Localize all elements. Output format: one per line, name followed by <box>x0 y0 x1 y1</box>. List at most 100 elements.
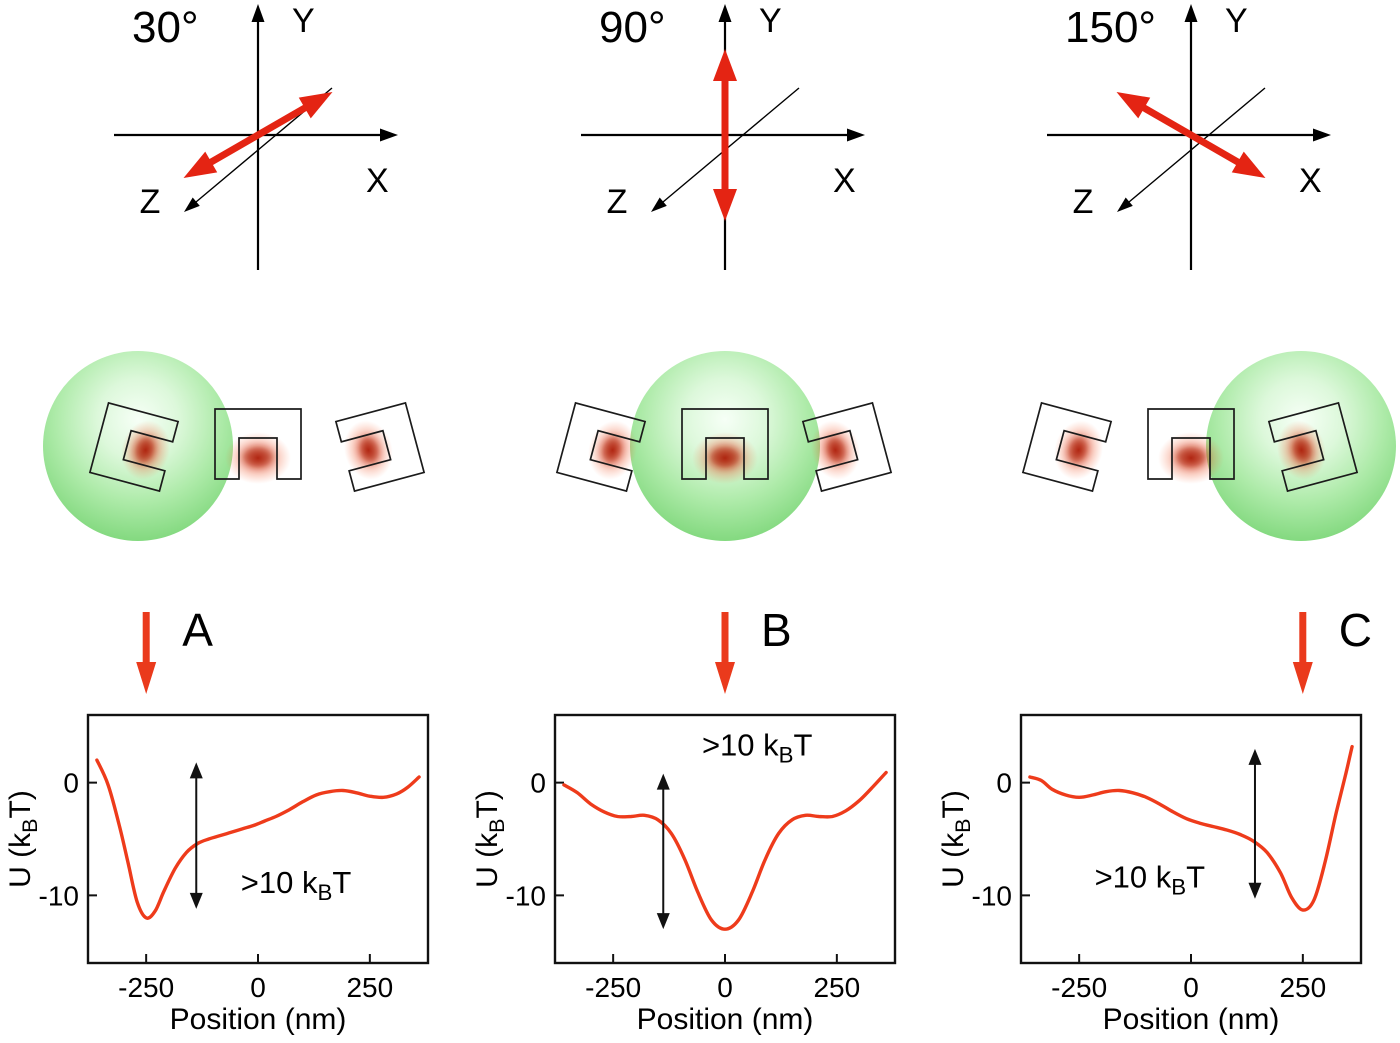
chart-xlabel: Position (nm) <box>1103 1003 1280 1036</box>
aperture-outline <box>1021 401 1113 493</box>
aperture-left <box>555 401 647 493</box>
x-tick-label: -250 <box>585 972 641 1003</box>
field-glow-core <box>827 437 846 463</box>
aperture-outline <box>801 401 893 493</box>
x-tick-label: 0 <box>250 972 266 1003</box>
x-axis-arrowhead-icon <box>380 128 398 142</box>
field-glow-core <box>602 437 621 463</box>
trap-pointer: B <box>715 604 792 694</box>
x-tick-label: 250 <box>813 972 860 1003</box>
aperture-outline <box>1147 408 1235 480</box>
polarization-angle-label: 90° <box>599 3 666 52</box>
coordinate-diagram: 90° Y X Z <box>581 2 865 270</box>
nanostructure-row <box>555 351 893 541</box>
polarization-arrowhead-right-icon <box>713 49 737 81</box>
potential-curve <box>95 758 421 920</box>
z-axis-arrowhead-icon <box>1117 197 1133 212</box>
y-tick-label: 0 <box>996 768 1012 799</box>
z-axis-label: Z <box>1073 183 1094 221</box>
x-axis-arrowhead-icon <box>847 128 865 142</box>
polarization-angle-label: 30° <box>132 3 199 52</box>
depth-arrowhead-down-icon <box>189 892 203 909</box>
polarization-arrowhead-right-icon <box>1116 92 1151 119</box>
polarization-arrow-shaft <box>1140 103 1242 167</box>
pointer-arrowhead-icon <box>136 662 157 694</box>
polarization-arrowhead-left-icon <box>713 189 737 221</box>
aperture-outline <box>334 401 426 493</box>
aperture-left <box>88 401 180 493</box>
panel-c-canvas: 150° Y X Z <box>937 2 1396 1036</box>
potential-curve <box>562 770 888 931</box>
field-glow-core <box>360 437 379 463</box>
y-tick-label: 0 <box>530 768 546 799</box>
polarization-arrowhead-right-icon <box>298 92 333 119</box>
nanostructure-row <box>43 351 426 541</box>
y-tick-label: -10 <box>972 880 1012 911</box>
depth-arrowhead-down-icon <box>1248 882 1262 899</box>
x-axis-label: X <box>833 162 856 200</box>
trap-pointer: A <box>136 604 213 694</box>
aperture-outline <box>88 401 180 493</box>
aperture-right <box>801 401 893 493</box>
panel-a: 30° Y X Z <box>0 0 467 1043</box>
x-tick-label: 0 <box>717 972 733 1003</box>
x-axis-arrowhead-icon <box>1313 128 1331 142</box>
potential-chart: Position (nm) U (kBT) -250 0 250 0 -10 >10 kB… <box>471 713 897 1036</box>
field-glow-core <box>1176 447 1206 467</box>
panel-b: 90° Y X Z <box>467 0 934 1043</box>
y-axis-label: Y <box>292 2 315 40</box>
depth-arrowhead-up-icon <box>189 762 203 779</box>
x-tick-label: -250 <box>1051 972 1107 1003</box>
chart-ylabel: U (kBT) <box>4 790 42 888</box>
chart-xlabel: Position (nm) <box>170 1003 347 1036</box>
aperture-outline <box>1267 401 1359 493</box>
aperture-left <box>1021 401 1113 493</box>
y-tick-label: 0 <box>63 768 79 799</box>
x-tick-label: 0 <box>1183 972 1199 1003</box>
depth-annotation: >10 kBT <box>1095 859 1206 899</box>
x-axis-label: X <box>1299 162 1322 200</box>
field-glow-core <box>710 447 740 467</box>
trap-pointer: C <box>1292 604 1372 694</box>
y-tick-label: -10 <box>39 880 79 911</box>
polarization-arrowhead-left-icon <box>1231 151 1266 178</box>
field-glow-core <box>1068 437 1087 463</box>
polarization-arrow <box>1116 92 1266 178</box>
panel-letter: C <box>1339 604 1372 656</box>
y-tick-label: -10 <box>506 880 546 911</box>
field-glow-core <box>243 447 273 467</box>
aperture-outline <box>681 408 769 480</box>
field-glow-core <box>135 437 154 463</box>
panel-letter: A <box>182 604 213 656</box>
polarization-arrow <box>183 92 333 178</box>
pointer-arrowhead-icon <box>715 662 735 694</box>
z-axis-arrowhead-icon <box>651 197 667 212</box>
pointer-arrowhead-icon <box>1292 662 1313 694</box>
depth-arrowhead-up-icon <box>1248 748 1262 765</box>
x-tick-label: 250 <box>346 972 393 1003</box>
potential-chart: Position (nm) U (kBT) -250 0 250 0 -10 >10 kB… <box>4 713 430 1036</box>
trap-pointer-arrow <box>1292 612 1313 694</box>
chart-ylabel: U (kBT) <box>471 790 509 888</box>
polarization-arrowhead-left-icon <box>183 151 218 178</box>
aperture-center <box>681 408 769 484</box>
y-axis-arrowhead-icon <box>1184 4 1198 22</box>
aperture-center <box>214 408 302 484</box>
z-axis-line <box>662 87 800 203</box>
coordinate-diagram: 30° Y X Z <box>114 2 398 270</box>
chart-xlabel: Position (nm) <box>637 1003 814 1036</box>
y-axis-label: Y <box>1225 2 1248 40</box>
panel-b-canvas: 90° Y X Z <box>471 2 897 1036</box>
plot-frame <box>553 713 897 965</box>
potential-chart: Position (nm) U (kBT) -250 0 250 0 -10 >10 kB… <box>937 713 1363 1036</box>
aperture-outline <box>555 401 647 493</box>
field-glow-core <box>1293 437 1312 463</box>
z-axis-label: Z <box>607 183 628 221</box>
aperture-center <box>1147 408 1235 484</box>
panel-c: 150° Y X Z <box>933 0 1400 1043</box>
z-axis-arrowhead-icon <box>184 197 200 212</box>
potential-curve <box>1028 744 1354 912</box>
plot-frame <box>86 713 430 965</box>
trap-pointer-arrow <box>136 612 157 694</box>
aperture-right <box>1267 401 1359 493</box>
